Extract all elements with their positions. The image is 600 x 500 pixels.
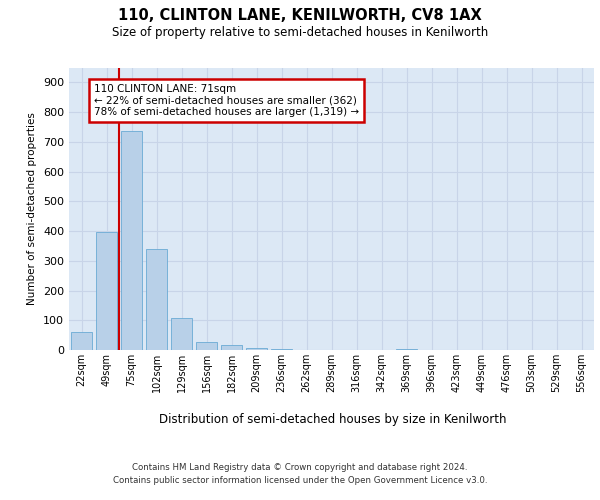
Y-axis label: Number of semi-detached properties: Number of semi-detached properties [28,112,37,305]
Bar [246,348,267,350]
Bar [121,132,142,350]
Bar [96,232,117,350]
Bar [271,348,292,350]
Bar [71,332,92,350]
Text: 110 CLINTON LANE: 71sqm
← 22% of semi-detached houses are smaller (362)
78% of s: 110 CLINTON LANE: 71sqm ← 22% of semi-de… [94,84,359,117]
Bar [146,250,167,350]
Bar [196,342,217,350]
Bar [221,345,242,350]
Bar [396,348,417,350]
Text: Distribution of semi-detached houses by size in Kenilworth: Distribution of semi-detached houses by … [159,412,507,426]
Bar [171,318,192,350]
Text: Size of property relative to semi-detached houses in Kenilworth: Size of property relative to semi-detach… [112,26,488,39]
Text: 110, CLINTON LANE, KENILWORTH, CV8 1AX: 110, CLINTON LANE, KENILWORTH, CV8 1AX [118,8,482,22]
Text: Contains public sector information licensed under the Open Government Licence v3: Contains public sector information licen… [113,476,487,485]
Text: Contains HM Land Registry data © Crown copyright and database right 2024.: Contains HM Land Registry data © Crown c… [132,462,468,471]
